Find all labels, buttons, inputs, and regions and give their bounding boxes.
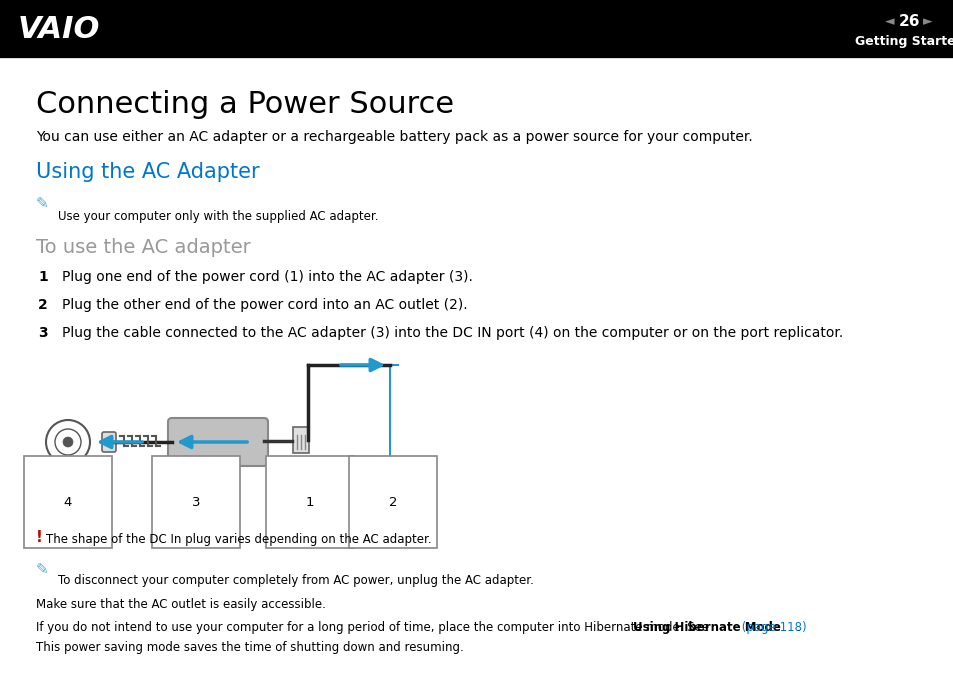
Text: Connecting a Power Source: Connecting a Power Source xyxy=(36,90,454,119)
Text: ◄: ◄ xyxy=(884,16,894,28)
Text: 1: 1 xyxy=(38,270,48,284)
Text: To disconnect your computer completely from AC power, unplug the AC adapter.: To disconnect your computer completely f… xyxy=(58,574,534,587)
Text: !: ! xyxy=(36,530,43,545)
Text: ✎: ✎ xyxy=(36,562,49,577)
Text: You can use either an AC adapter or a rechargeable battery pack as a power sourc: You can use either an AC adapter or a re… xyxy=(36,130,752,144)
Text: .: . xyxy=(796,621,800,634)
FancyBboxPatch shape xyxy=(102,432,116,452)
Text: Use your computer only with the supplied AC adapter.: Use your computer only with the supplied… xyxy=(58,210,378,223)
Text: Using Hibernate Mode: Using Hibernate Mode xyxy=(632,621,780,634)
Text: Getting Started: Getting Started xyxy=(854,36,953,49)
Bar xyxy=(0,0,953,58)
Text: 2: 2 xyxy=(38,298,48,312)
Text: Plug the other end of the power cord into an AC outlet (2).: Plug the other end of the power cord int… xyxy=(62,298,467,312)
Text: VAIO: VAIO xyxy=(18,15,100,44)
Text: If you do not intend to use your computer for a long period of time, place the c: If you do not intend to use your compute… xyxy=(36,621,915,634)
Text: ✎: ✎ xyxy=(36,196,49,211)
Text: Make sure that the AC outlet is easily accessible.: Make sure that the AC outlet is easily a… xyxy=(36,598,326,611)
Text: 3: 3 xyxy=(192,495,200,508)
Text: ►: ► xyxy=(923,16,932,28)
Text: 3: 3 xyxy=(38,326,48,340)
Text: 26: 26 xyxy=(899,15,920,30)
Text: Plug the cable connected to the AC adapter (3) into the DC IN port (4) on the co: Plug the cable connected to the AC adapt… xyxy=(62,326,842,340)
FancyBboxPatch shape xyxy=(293,427,309,453)
Text: 1: 1 xyxy=(305,495,314,508)
Circle shape xyxy=(55,429,81,455)
Text: 4: 4 xyxy=(64,495,72,508)
Circle shape xyxy=(46,420,90,464)
Text: Using the AC Adapter: Using the AC Adapter xyxy=(36,162,259,182)
Text: Plug one end of the power cord (1) into the AC adapter (3).: Plug one end of the power cord (1) into … xyxy=(62,270,473,284)
Text: 2: 2 xyxy=(388,495,396,508)
Circle shape xyxy=(63,437,73,447)
Text: If you do not intend to use your computer for a long period of time, place the c: If you do not intend to use your compute… xyxy=(36,621,712,634)
Text: The shape of the DC In plug varies depending on the AC adapter.: The shape of the DC In plug varies depen… xyxy=(46,533,431,546)
Text: This power saving mode saves the time of shutting down and resuming.: This power saving mode saves the time of… xyxy=(36,641,463,654)
Text: To use the AC adapter: To use the AC adapter xyxy=(36,238,251,257)
FancyBboxPatch shape xyxy=(168,418,268,466)
Text: (page 118): (page 118) xyxy=(738,621,806,634)
